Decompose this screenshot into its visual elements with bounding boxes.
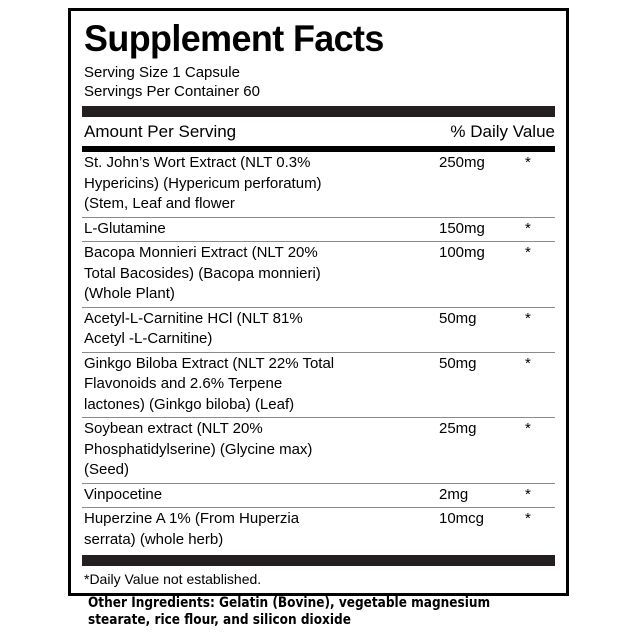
daily-value-footnote: *Daily Value not established. xyxy=(84,571,262,587)
table-row: Vinpocetine 2mg * xyxy=(82,484,555,508)
row-divider xyxy=(82,241,555,242)
row-divider xyxy=(82,507,555,508)
servings-per-container-text: Servings Per Container 60 xyxy=(84,83,260,100)
table-row: L-Glutamine 150mg * xyxy=(82,218,555,242)
ingredient-name: Acetyl-L-Carnitine HCl (NLT 81% Acetyl -… xyxy=(84,309,303,348)
ingredient-daily-value: * xyxy=(525,219,531,237)
divider-thick-top xyxy=(82,106,555,117)
divider-thick-bottom xyxy=(82,555,555,566)
page-title: Supplement Facts xyxy=(84,18,384,59)
ingredient-amount: 50mg xyxy=(439,354,477,372)
ingredient-name: Vinpocetine xyxy=(84,485,163,503)
ingredient-name: Huperzine A 1% (From Huperzia serrata) (… xyxy=(84,510,300,548)
ingredient-amount: 25mg xyxy=(439,420,477,437)
ingredient-amount: 250mg xyxy=(439,154,485,171)
table-row: Acetyl-L-Carnitine HCl (NLT 81% Acetyl -… xyxy=(82,308,555,352)
ingredient-daily-value: * xyxy=(525,309,531,327)
table-row: Bacopa Monnieri Extract (NLT 20% Total B… xyxy=(82,242,555,307)
column-header-amount: Amount Per Serving xyxy=(84,122,237,141)
ingredient-amount: 2mg xyxy=(439,485,469,503)
ingredient-daily-value: * xyxy=(525,154,531,171)
ingredient-name: Ginkgo Biloba Extract (NLT 22% Total Fla… xyxy=(84,354,335,413)
serving-size-text: Serving Size 1 Capsule xyxy=(84,64,240,81)
row-divider xyxy=(82,417,555,418)
ingredient-daily-value: * xyxy=(525,485,531,503)
table-row: Soybean extract (NLT 20% Phosphatidylser… xyxy=(82,418,555,483)
table-row: Ginkgo Biloba Extract (NLT 22% Total Fla… xyxy=(82,353,555,418)
column-header-row: Amount Per Serving % Daily Value xyxy=(82,117,555,146)
supplement-facts-panel: Supplement Facts Serving Size 1 Capsule … xyxy=(68,8,569,596)
ingredient-name: Soybean extract (NLT 20% Phosphatidylser… xyxy=(84,420,313,478)
row-divider xyxy=(82,306,555,308)
other-ingredients-text: Other Ingredients: Gelatin (Bovine), veg… xyxy=(88,595,491,628)
row-divider xyxy=(82,216,555,218)
ingredient-amount: 100mg xyxy=(439,244,485,261)
ingredient-name: Bacopa Monnieri Extract (NLT 20% Total B… xyxy=(84,244,321,302)
ingredient-daily-value: * xyxy=(525,420,531,437)
ingredient-amount: 10mcg xyxy=(439,510,485,527)
ingredient-daily-value: * xyxy=(525,354,531,372)
divider-medium-header xyxy=(82,146,555,152)
table-row: Huperzine A 1% (From Huperzia serrata) (… xyxy=(82,508,555,552)
row-divider xyxy=(82,482,555,484)
column-header-daily-value: % Daily Value xyxy=(450,122,555,141)
table-row: St. John’s Wort Extract (NLT 0.3% Hyperi… xyxy=(82,152,555,217)
ingredient-amount: 50mg xyxy=(439,309,477,327)
ingredient-name: St. John’s Wort Extract (NLT 0.3% Hyperi… xyxy=(84,154,322,212)
ingredient-daily-value: * xyxy=(525,244,531,261)
ingredient-daily-value: * xyxy=(525,510,531,527)
ingredient-amount: 150mg xyxy=(439,219,485,237)
ingredient-name: L-Glutamine xyxy=(84,219,166,237)
row-divider xyxy=(82,351,555,353)
serving-information: Serving Size 1 Capsule Servings Per Cont… xyxy=(84,63,555,101)
